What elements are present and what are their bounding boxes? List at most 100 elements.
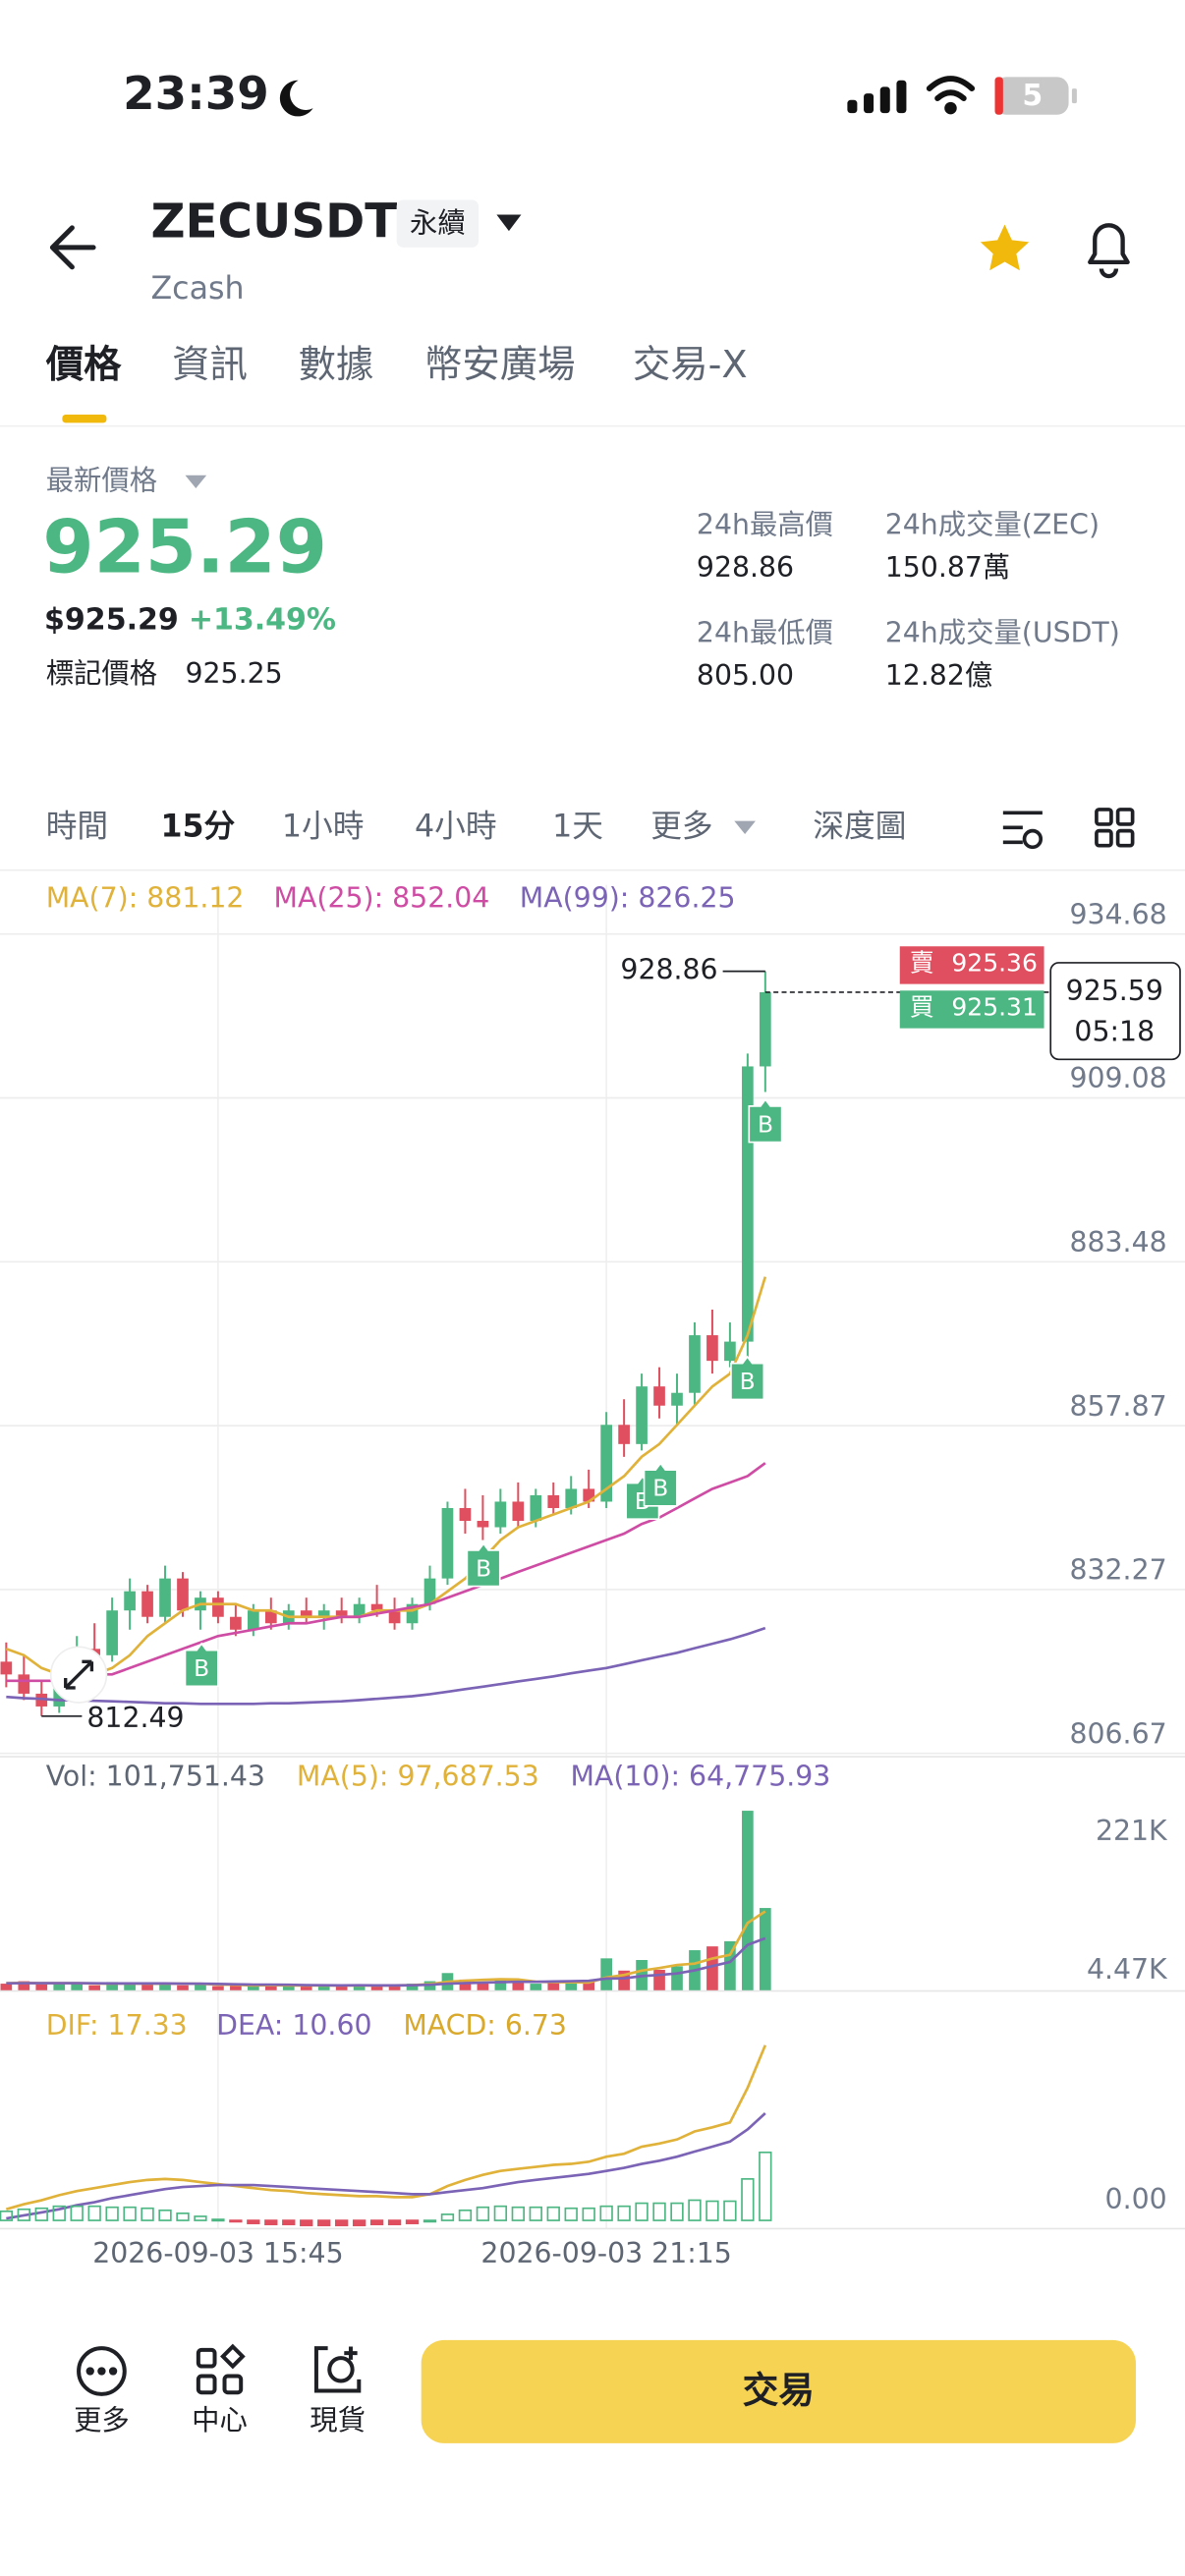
interval[interactable]: 深度圖 <box>813 809 906 844</box>
trade-button-label[interactable]: 交易 <box>743 2370 815 2412</box>
candle-body <box>159 1578 171 1617</box>
tab[interactable]: 數據 <box>299 343 374 387</box>
macd-bar <box>529 2206 542 2221</box>
legend-item: Vol: 101,751.43 <box>46 1761 265 1793</box>
symbol-dropdown[interactable] <box>496 214 522 232</box>
favorite-button[interactable] <box>980 224 1030 271</box>
kline-chart: 2026-09-03 15:45 2026-09-03 21:15 934.68 90… <box>0 882 1185 2269</box>
volume-bar <box>35 1984 48 1991</box>
volume-bar <box>423 1981 436 1991</box>
legend-item: MA(10): 64,775.93 <box>570 1761 830 1793</box>
tab[interactable]: 幣安廣場 <box>424 343 575 387</box>
x-tick-label: 2026-09-03 21:15 <box>480 2237 731 2269</box>
volume-bar <box>618 1970 630 1991</box>
macd-bar <box>282 2219 296 2226</box>
volume-bar <box>0 1984 13 1991</box>
interval[interactable]: 時間 <box>46 809 108 844</box>
candle-body <box>565 1488 578 1508</box>
y-tick-label: 883.48 <box>1069 1226 1166 1259</box>
macd-bar <box>511 2206 525 2221</box>
ask-price: 925.36 <box>951 949 1037 978</box>
y-tick-label: 806.67 <box>1069 1717 1166 1750</box>
candle-body <box>512 1501 525 1522</box>
legend-item: DEA: 10.60 <box>216 2009 371 2042</box>
expand-button[interactable] <box>49 1646 108 1704</box>
candle-body <box>0 1661 13 1675</box>
label-dropdown[interactable] <box>185 475 207 489</box>
candle-body <box>212 1597 224 1617</box>
candle-body <box>230 1616 242 1630</box>
volume-bar <box>124 1984 136 1991</box>
volume-bar <box>18 1981 30 1991</box>
back-button[interactable] <box>49 225 96 270</box>
layout-button[interactable] <box>1095 808 1135 848</box>
volume-bar <box>653 1969 665 1991</box>
volume-bar <box>159 1983 171 1991</box>
volume-bar <box>230 1985 242 1991</box>
macd-bar <box>564 2207 578 2221</box>
macd-bar <box>635 2202 649 2221</box>
volume-bar <box>494 1980 507 1991</box>
trade-marker <box>730 1355 765 1401</box>
volume-bar <box>106 1982 118 1991</box>
ma-line <box>6 1462 766 1683</box>
candle-body <box>742 1066 754 1342</box>
legend-item: MACD: 6.73 <box>403 2009 567 2042</box>
macd-bar <box>546 2206 560 2221</box>
contract-badge: 永續 <box>410 207 466 240</box>
mark-price-label: 標記價格 <box>46 657 157 690</box>
asset-name: Zcash <box>150 271 244 307</box>
volume-bar <box>353 1984 366 1991</box>
y-tick-label: 832.27 <box>1069 1554 1166 1587</box>
macd-bar <box>670 2202 684 2221</box>
y-tick-label: 857.87 <box>1069 1390 1166 1423</box>
battery-icon: 5 <box>994 77 1077 115</box>
ask-label: 賣 <box>910 949 934 978</box>
candle-body <box>600 1425 612 1502</box>
candle-body <box>388 1610 401 1624</box>
trade-marker <box>466 1541 501 1588</box>
ma-line <box>6 2111 766 2220</box>
nav-label[interactable]: 現貨 <box>310 2404 366 2436</box>
chart-settings-button[interactable] <box>1002 811 1044 850</box>
macd-bar <box>617 2205 631 2221</box>
tabs: 價格 資訊 數據 幣安廣場 交易-X <box>45 343 748 387</box>
tab[interactable]: 資訊 <box>172 343 248 387</box>
macd-bar <box>229 2219 243 2223</box>
tab[interactable]: 交易-X <box>633 343 748 387</box>
volume-bar <box>724 1940 736 1991</box>
candle-body <box>636 1386 648 1444</box>
trade-button[interactable] <box>421 2339 1136 2443</box>
interval[interactable]: 更多 <box>650 809 712 844</box>
interval[interactable]: 4小時 <box>415 809 497 844</box>
legend-item: DIF: 17.33 <box>46 2009 188 2042</box>
macd-bar <box>387 2219 402 2226</box>
symbol: ZECUSDT <box>150 195 397 250</box>
volume-bar <box>477 1982 489 1991</box>
volume-bar <box>282 1985 295 1991</box>
nav-label[interactable]: 中心 <box>192 2404 248 2436</box>
stat-value: 12.82億 <box>885 659 993 692</box>
macd-bar <box>194 2215 207 2221</box>
volume-bar <box>388 1986 401 1991</box>
trade-marker-label: B <box>194 1654 209 1682</box>
more-dropdown[interactable] <box>734 820 756 834</box>
stat-value: 928.86 <box>697 551 794 584</box>
tab[interactable]: 價格 <box>45 343 122 387</box>
usd-price: $925.29 <box>44 603 179 638</box>
macd-bar <box>458 2209 473 2221</box>
alert-button[interactable] <box>1088 223 1130 279</box>
interval[interactable]: 1小時 <box>282 809 365 844</box>
trade-marker-label: B <box>740 1368 756 1395</box>
volume-bar <box>600 1958 612 1991</box>
volume-bar <box>335 1986 348 1991</box>
center-icon[interactable] <box>196 2343 246 2395</box>
interval[interactable]: 1天 <box>552 809 603 844</box>
ma-line <box>6 1936 766 1988</box>
nav-label[interactable]: 更多 <box>74 2404 130 2436</box>
interval[interactable]: 15分 <box>160 809 235 844</box>
spot-icon[interactable] <box>313 2346 362 2393</box>
more-icon[interactable] <box>77 2346 127 2396</box>
badge-bg <box>396 199 480 248</box>
price-change: +13.49% <box>189 603 336 638</box>
